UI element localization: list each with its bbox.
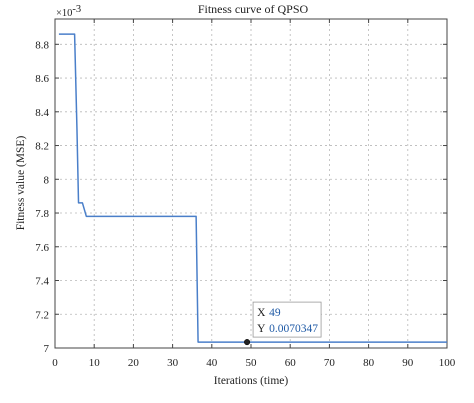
y-tick-label: 8: [44, 174, 50, 186]
x-tick-label: 0: [52, 357, 58, 369]
grid: [55, 19, 447, 348]
series: [58, 33, 447, 343]
datatip-marker: [244, 339, 251, 346]
y-tick-label: 7.4: [35, 276, 49, 288]
datatip[interactable]: X 49 Y 0.0070347: [244, 301, 322, 346]
ticks: [54, 19, 448, 349]
y-tick-label: 8.4: [35, 107, 49, 119]
x-tick-label: 90: [402, 357, 414, 369]
datatip-x-key: X: [257, 307, 266, 319]
y-tick-label: 8.6: [35, 73, 49, 85]
datatip-y-key: Y: [257, 323, 266, 335]
x-tick-label: 80: [363, 357, 375, 369]
chart-title: Fitness curve of QPSO: [198, 2, 309, 16]
plot-area: [54, 18, 448, 349]
y-tick-label: 7.2: [35, 309, 49, 321]
x-tick-label: 10: [89, 357, 101, 369]
datatip-box: [252, 301, 322, 338]
x-tick-label: 100: [439, 357, 456, 369]
series-line: [58, 33, 447, 343]
x-tick-label: 30: [167, 357, 179, 369]
x-tick-label: 20: [128, 357, 140, 369]
datatip-x-value: 49: [269, 307, 281, 319]
x-axis-title: Iterations (time): [214, 375, 289, 387]
y-tick-label: 7: [44, 343, 50, 355]
x-tick-labels: 0 10 20 30 40 50 60 70 80 90 100: [52, 357, 456, 369]
y-tick-label: 7.8: [35, 208, 49, 220]
y-tick-label: 7.6: [35, 242, 49, 254]
x-tick-label: 40: [206, 357, 218, 369]
y-axis-title: Fitness value (MSE): [15, 136, 27, 231]
y-exponent-power: -3: [72, 4, 81, 15]
y-tick-labels: 7 7.2 7.4 7.6 7.8 8 8.2 8.4 8.6 8.8: [35, 39, 49, 355]
x-tick-label: 50: [246, 357, 258, 369]
y-tick-label: 8.2: [35, 141, 49, 153]
y-exponent-label: ×10-3: [56, 4, 81, 19]
y-exponent-base: ×10: [56, 8, 72, 19]
y-tick-label: 8.8: [35, 39, 49, 51]
datatip-y-value: 0.0070347: [269, 323, 318, 335]
x-tick-label: 60: [285, 357, 297, 369]
x-tick-label: 70: [324, 357, 336, 369]
